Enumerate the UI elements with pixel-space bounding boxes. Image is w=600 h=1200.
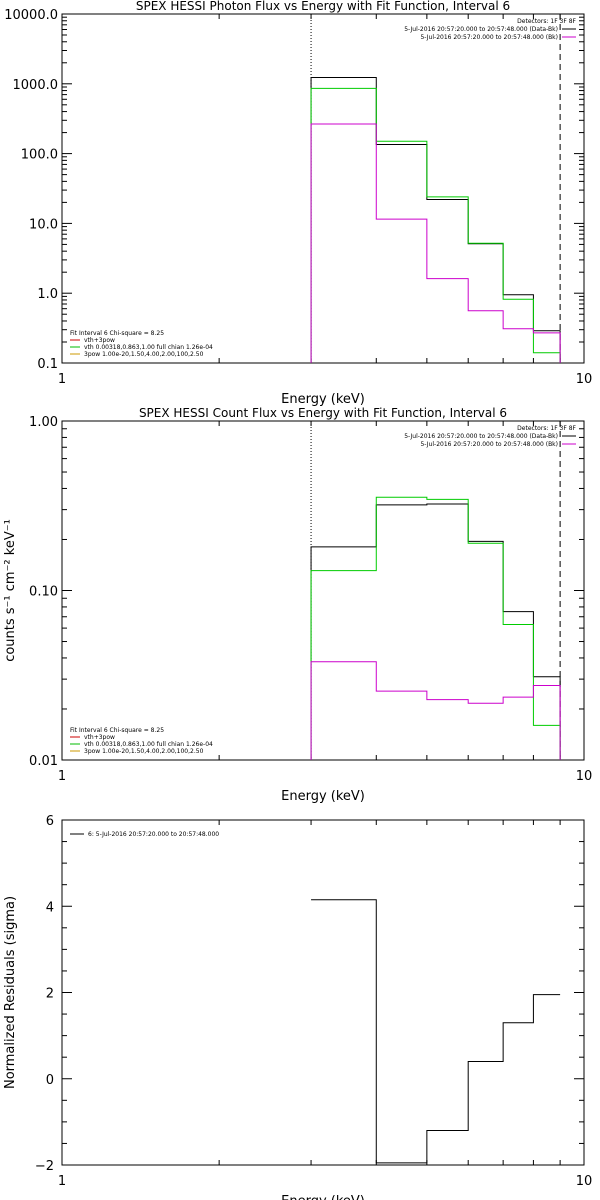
chart-title: SPEX HESSI Count Flux vs Energy with Fit…	[139, 406, 507, 420]
chart-title: SPEX HESSI Photon Flux vs Energy with Fi…	[136, 0, 510, 13]
y-tick-label: 1.0	[37, 287, 58, 302]
y-tick-label: 0.1	[37, 357, 58, 372]
series-1-step-line	[310, 503, 561, 760]
y-axis-label: counts s⁻¹ cm⁻² keV⁻¹	[3, 519, 18, 662]
y-tick-label: 1000.0	[13, 78, 59, 93]
fit-legend-header: Fit Interval 6 Chi-square = 8.25	[70, 330, 164, 337]
chart-panel-2: SPEX HESSI Count Flux vs Energy with Fit…	[3, 406, 592, 804]
series-2-step-line	[310, 496, 561, 760]
plot-frame	[61, 13, 585, 364]
legend-entry-label: 5-Jul-2016 20:57:20.000 to 20:57:48.000 …	[420, 34, 558, 41]
plot-frame	[61, 819, 585, 1166]
fit-legend-label: vth+3pow	[84, 734, 115, 741]
y-tick-label: 10.0	[29, 217, 58, 232]
chart-panel-3: Energy (keV) Normalized Residuals (sigma)…	[3, 814, 592, 1200]
x-tick-label: 1	[58, 1174, 66, 1189]
legend-entry-label: 6: 5-Jul-2016 20:57:20.000 to 20:57:48.0…	[88, 831, 219, 838]
fit-legend-label: vth+3pow	[84, 337, 115, 344]
chart-panel-1: SPEX HESSI Photon Flux vs Energy with Fi…	[4, 0, 592, 407]
legend-entry-label: 5-Jul-2016 20:57:20.000 to 20:57:48.000 …	[404, 26, 558, 33]
x-axis-label: Energy (keV)	[281, 789, 365, 804]
plot-frame	[61, 420, 585, 761]
x-axis-label: Energy (keV)	[281, 392, 365, 407]
legend-header: Detectors: 1F 3F 8F	[517, 425, 576, 432]
legend-entry-label: 5-Jul-2016 20:57:20.000 to 20:57:48.000 …	[420, 441, 558, 448]
fit-legend-label: vth 0.00318,0.863,1.00 full chian 1.26e-…	[84, 741, 213, 748]
x-tick-label: 10	[576, 769, 593, 784]
y-tick-label: 2	[46, 987, 54, 1002]
y-tick-label: −2	[35, 1159, 54, 1174]
series-1-step-line	[311, 899, 561, 1164]
y-tick-label: 0.01	[29, 754, 58, 769]
y-tick-label: 0	[46, 1073, 54, 1088]
y-tick-label: 4	[46, 900, 54, 915]
y-tick-label: 6	[46, 814, 54, 829]
series-2-step-line	[310, 87, 561, 363]
fit-legend-header: Fit Interval 6 Chi-square = 8.25	[70, 727, 164, 734]
y-tick-label: 10000.0	[4, 8, 58, 23]
x-axis-label: Energy (keV)	[281, 1194, 365, 1200]
x-tick-label: 1	[58, 769, 66, 784]
fit-legend-label: vth 0.00318,0.863,1.00 full chian 1.26e-…	[84, 344, 213, 351]
fit-legend-label: 3pow 1.00e-20,1.50,4.00,2.00,100,2.50	[84, 748, 204, 755]
series-1-step-line	[310, 77, 561, 363]
y-tick-label: 1.00	[29, 415, 58, 430]
x-tick-label: 1	[58, 372, 66, 387]
y-tick-label: 100.0	[21, 148, 58, 163]
x-tick-label: 10	[576, 1174, 593, 1189]
fit-legend-label: 3pow 1.00e-20,1.50,4.00,2.00,100,2.50	[84, 351, 204, 358]
y-tick-label: 0.10	[29, 585, 58, 600]
series-3-step-line	[310, 661, 561, 760]
x-tick-label: 10	[576, 372, 593, 387]
legend-header: Detectors: 1F 3F 8F	[517, 18, 576, 25]
legend-entry-label: 5-Jul-2016 20:57:20.000 to 20:57:48.000 …	[404, 433, 558, 440]
y-axis-label: Normalized Residuals (sigma)	[3, 896, 18, 1089]
series-3-step-line	[310, 123, 561, 363]
